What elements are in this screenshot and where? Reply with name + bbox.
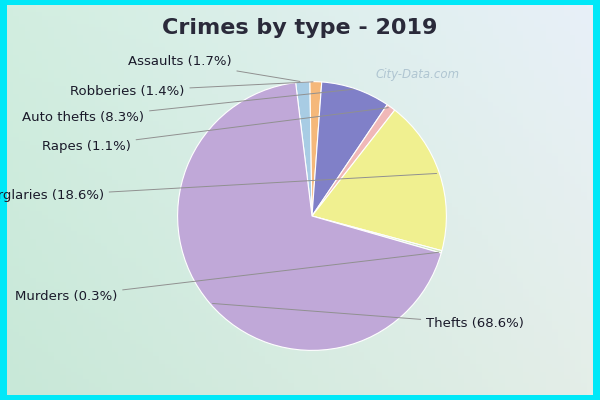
Text: Crimes by type - 2019: Crimes by type - 2019 [163,18,437,38]
Text: Rapes (1.1%): Rapes (1.1%) [41,108,388,153]
Wedge shape [312,105,395,216]
Text: Assaults (1.7%): Assaults (1.7%) [128,55,300,82]
Text: Auto thefts (8.3%): Auto thefts (8.3%) [22,89,353,124]
Wedge shape [310,82,322,216]
Text: Murders (0.3%): Murders (0.3%) [15,252,439,303]
Wedge shape [312,82,387,216]
Wedge shape [312,216,442,253]
Text: Thefts (68.6%): Thefts (68.6%) [212,304,524,330]
Wedge shape [312,110,446,251]
Text: Burglaries (18.6%): Burglaries (18.6%) [0,174,437,202]
Wedge shape [296,82,312,216]
Text: Robberies (1.4%): Robberies (1.4%) [70,82,313,98]
Text: City-Data.com: City-Data.com [376,68,460,81]
Wedge shape [178,83,441,350]
